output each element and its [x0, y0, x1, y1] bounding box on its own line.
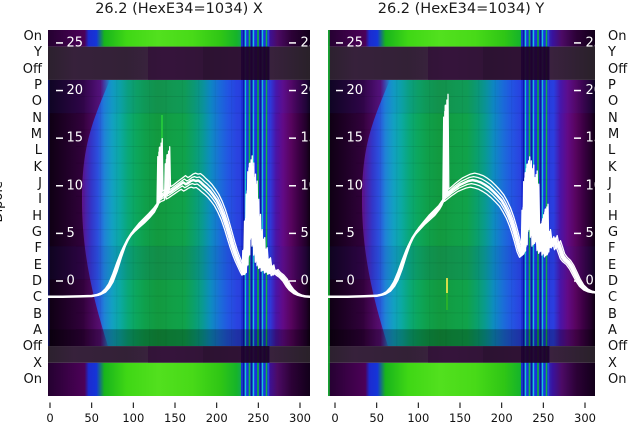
row-label-l-e-14: E [33, 257, 42, 273]
row-label-l-l-7: L [34, 143, 42, 159]
row-label-r-m-6: M [608, 126, 620, 142]
row-label-r-n-5: N [608, 110, 618, 126]
row-label-r-c-16: C [608, 290, 618, 306]
svg-text:100: 100 [407, 411, 429, 425]
row-label-r-p-3: P [608, 77, 616, 93]
svg-text:150: 150 [164, 411, 186, 425]
svg-text:20: 20 [586, 83, 603, 98]
svg-text:15: 15 [347, 131, 364, 146]
row-label-l-j-9: J [38, 175, 42, 191]
svg-text:0: 0 [301, 274, 309, 289]
row-label-l-x-20: X [33, 355, 42, 371]
svg-text:300: 300 [289, 411, 311, 425]
row-label-r-f-13: F [608, 241, 616, 257]
svg-text:300: 300 [574, 411, 596, 425]
svg-text:10: 10 [347, 178, 364, 193]
row-label-l-y-1: Y [34, 45, 42, 61]
row-label-l-h-11: H [32, 208, 42, 224]
svg-text:15: 15 [586, 131, 603, 146]
svg-text:250: 250 [532, 411, 554, 425]
row-label-l-m-6: M [30, 126, 42, 142]
svg-text:20: 20 [301, 83, 318, 98]
row-label-r-j-9: J [608, 175, 612, 191]
row-label-r-h-11: H [608, 208, 618, 224]
row-label-r-on-21: On [608, 372, 627, 388]
row-label-r-o-4: O [608, 94, 619, 110]
row-label-l-on-0: On [23, 28, 42, 44]
svg-text:5: 5 [347, 226, 355, 241]
row-label-r-on-0: On [608, 28, 627, 44]
svg-text:10: 10 [67, 178, 84, 193]
row-label-l-p-3: P [34, 77, 42, 93]
svg-text:0: 0 [331, 411, 338, 425]
svg-text:200: 200 [491, 411, 513, 425]
row-label-r-e-14: E [608, 257, 617, 273]
row-label-r-off-19: Off [608, 339, 628, 355]
row-label-l-off-19: Off [22, 339, 42, 355]
svg-text:200: 200 [206, 411, 228, 425]
row-label-l-o-4: O [31, 94, 42, 110]
svg-text:100: 100 [122, 411, 144, 425]
svg-text:15: 15 [301, 131, 318, 146]
row-label-r-b-17: B [608, 306, 617, 322]
svg-text:25: 25 [67, 35, 84, 50]
svg-text:20: 20 [347, 83, 364, 98]
svg-text:25: 25 [586, 35, 603, 50]
panel-y-title: 26.2 (HexE34=1034) Y [377, 1, 545, 17]
row-label-l-c-16: C [32, 290, 42, 306]
svg-text:0: 0 [347, 274, 355, 289]
row-label-l-off-2: Off [22, 61, 42, 77]
row-label-l-on-21: On [23, 372, 42, 388]
row-label-l-f-13: F [34, 241, 42, 257]
svg-text:20: 20 [67, 83, 84, 98]
svg-text:0: 0 [586, 274, 594, 289]
row-label-r-l-7: L [608, 143, 616, 159]
row-label-r-d-15: D [608, 274, 619, 290]
svg-text:25: 25 [301, 35, 318, 50]
row-label-r-i-10: I [608, 192, 612, 208]
svg-text:5: 5 [67, 226, 75, 241]
svg-text:15: 15 [67, 131, 84, 146]
row-label-r-g-12: G [608, 225, 619, 240]
row-label-l-b-17: B [33, 306, 42, 322]
row-label-l-n-5: N [32, 110, 42, 126]
svg-text:5: 5 [586, 226, 594, 241]
panel-x-title: 26.2 (HexE34=1034) X [95, 1, 263, 17]
row-label-r-y-1: Y [608, 45, 616, 61]
row-label-l-a-18: A [33, 323, 42, 339]
row-label-l-g-12: G [31, 225, 42, 240]
row-label-l-k-8: K [33, 159, 42, 175]
svg-text:250: 250 [247, 411, 269, 425]
svg-text:50: 50 [369, 411, 384, 425]
svg-text:50: 50 [84, 411, 99, 425]
svg-text:0: 0 [67, 274, 75, 289]
row-label-l-d-15: D [31, 274, 42, 290]
svg-text:10: 10 [301, 178, 318, 193]
svg-text:10: 10 [586, 178, 603, 193]
svg-text:150: 150 [449, 411, 471, 425]
row-label-r-off-2: Off [608, 61, 628, 77]
row-label-r-k-8: K [608, 159, 617, 175]
row-label-r-x-20: X [608, 355, 617, 371]
row-label-r-a-18: A [608, 323, 617, 339]
svg-text:5: 5 [301, 226, 309, 241]
row-label-l-i-10: I [38, 192, 42, 208]
svg-text:25: 25 [347, 35, 364, 50]
svg-text:0: 0 [46, 411, 53, 425]
